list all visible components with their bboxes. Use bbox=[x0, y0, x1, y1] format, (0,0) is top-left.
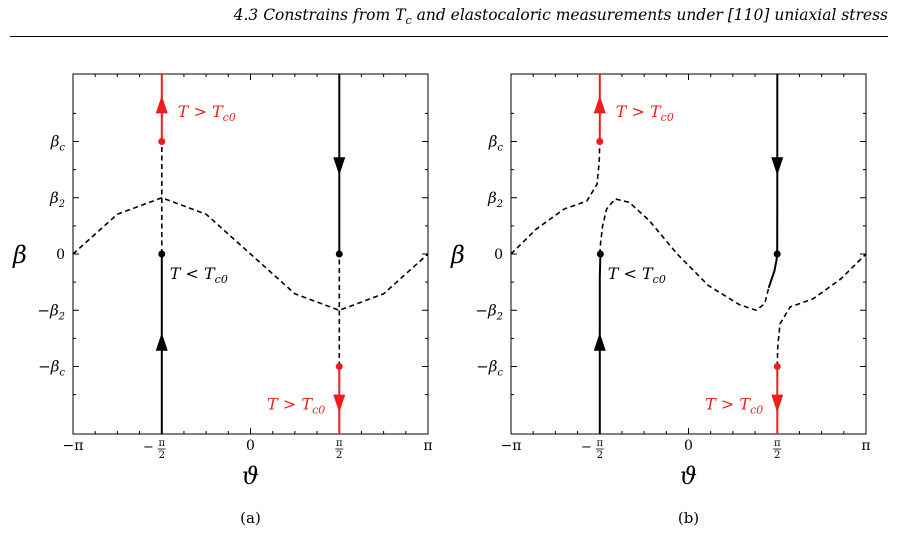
x-tick-label: − π2 bbox=[581, 438, 604, 461]
annotation-label: T < Tc0 bbox=[170, 264, 228, 286]
y-axis-label: β bbox=[12, 241, 27, 269]
y-tick-label: 0 bbox=[494, 247, 503, 263]
flow-arrow bbox=[593, 332, 606, 351]
flow-arrow bbox=[593, 95, 606, 114]
x-axis-label: ϑ bbox=[242, 462, 259, 490]
flow-arrow bbox=[333, 157, 346, 176]
y-tick-label: −β2 bbox=[475, 301, 503, 322]
y-tick-label: 0 bbox=[56, 247, 65, 263]
x-tick-label: π2 bbox=[335, 438, 344, 461]
flow-arrow bbox=[333, 394, 346, 413]
annotation-label: T > Tc0 bbox=[616, 102, 674, 124]
header-tc-subscript: c bbox=[405, 14, 412, 28]
header-title-prefix: Constrains from bbox=[263, 6, 391, 24]
header-title-suffix: and elastocaloric measurements under [11… bbox=[416, 6, 888, 24]
y-tick-label: −β2 bbox=[37, 301, 65, 322]
critical-point bbox=[158, 138, 166, 145]
svg-text:2: 2 bbox=[774, 450, 780, 461]
y-tick-label: β2 bbox=[49, 189, 65, 210]
critical-point bbox=[773, 363, 781, 370]
panel-caption: (a) bbox=[240, 509, 261, 527]
svg-text:π: π bbox=[596, 438, 603, 449]
svg-text:2: 2 bbox=[597, 450, 603, 461]
dashed-curve bbox=[510, 141, 601, 255]
svg-text:π: π bbox=[774, 438, 781, 449]
x-tick-label: −π bbox=[63, 438, 84, 454]
header-tc-symbol: T bbox=[395, 6, 406, 24]
x-tick-label: π bbox=[423, 438, 432, 454]
x-tick-label: π2 bbox=[773, 438, 782, 461]
critical-point bbox=[335, 363, 343, 370]
annotation-label: T > Tc0 bbox=[178, 102, 236, 124]
x-tick-label: −π bbox=[501, 438, 522, 454]
y-tick-label: β2 bbox=[487, 189, 503, 210]
dashed-curve bbox=[776, 253, 867, 367]
x-tick-label: − π2 bbox=[143, 438, 166, 461]
x-tick-label: π bbox=[861, 438, 870, 454]
y-axis-label: β bbox=[450, 241, 465, 269]
svg-text:π: π bbox=[158, 438, 165, 449]
panel-caption: (b) bbox=[678, 509, 699, 527]
svg-text:π: π bbox=[336, 438, 343, 449]
x-axis-label: ϑ bbox=[680, 462, 697, 490]
y-tick-label: −βc bbox=[38, 358, 65, 379]
svg-text:2: 2 bbox=[159, 450, 165, 461]
critical-point bbox=[596, 250, 604, 258]
y-tick-label: −βc bbox=[476, 358, 503, 379]
annotation-label: T > Tc0 bbox=[705, 395, 763, 417]
flow-arrow bbox=[771, 157, 784, 176]
critical-point bbox=[335, 250, 343, 258]
dashed-curve bbox=[599, 198, 770, 312]
critical-point bbox=[158, 250, 166, 258]
y-tick-label: βc bbox=[488, 133, 504, 154]
flow-arrow bbox=[155, 95, 168, 114]
plot-frame bbox=[510, 73, 867, 435]
flow-arrow bbox=[155, 332, 168, 351]
critical-point bbox=[596, 138, 604, 145]
page-header: 4.3 Constrains from Tc and elastocaloric… bbox=[60, 6, 888, 27]
y-tick-label: βc bbox=[50, 133, 66, 154]
x-tick-label: 0 bbox=[246, 438, 255, 454]
annotation-label: T < Tc0 bbox=[608, 264, 666, 286]
x-tick-label: 0 bbox=[684, 438, 693, 454]
svg-text:2: 2 bbox=[336, 450, 342, 461]
svg-text:−: − bbox=[143, 440, 154, 455]
flow-arrow bbox=[771, 394, 784, 413]
header-rule bbox=[10, 36, 888, 37]
dashed-curve bbox=[72, 197, 429, 312]
svg-text:−: − bbox=[581, 440, 592, 455]
critical-point bbox=[773, 250, 781, 258]
section-number: 4.3 bbox=[233, 6, 259, 24]
annotation-label: T > Tc0 bbox=[267, 395, 325, 417]
solid-trajectory bbox=[598, 253, 602, 434]
